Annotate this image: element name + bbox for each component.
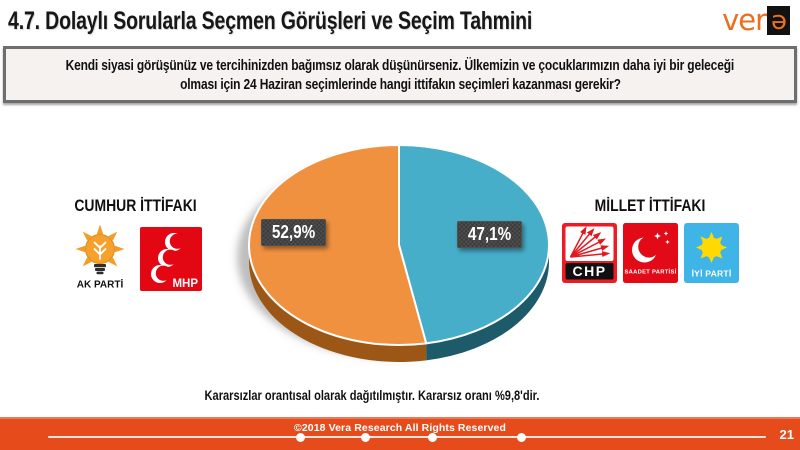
pie-label-cumhur: 52,9% xyxy=(261,219,327,246)
footer-divider-line xyxy=(48,436,766,438)
footer-dot xyxy=(361,432,370,442)
ak-parti-bulb-base-icon xyxy=(93,264,106,275)
ak-parti-caption: AK PARTİ xyxy=(76,278,123,291)
pie-value-cumhur: 52,9% xyxy=(271,222,316,242)
pie-label-millet: 47,1% xyxy=(457,221,523,248)
footer-bar: ©2018 Vera Research All Rights Reserved … xyxy=(0,417,800,450)
page-title: 4.7. Dolaylı Sorularla Seçmen Görüşleri … xyxy=(8,7,533,35)
iyi-parti-sun-icon xyxy=(695,232,727,263)
ak-parti-filament-icon xyxy=(93,241,106,260)
page-number: 21 xyxy=(779,427,794,442)
chp-logo: CHP xyxy=(561,223,617,283)
question-banner: Kendi siyasi görüşünüz ve tercihinizden … xyxy=(3,46,797,103)
saadet-caption: SAADET PARTİSİ xyxy=(624,269,676,276)
chp-six-arrows-icon xyxy=(569,226,610,258)
alliance-millet: MİLLET İTTİFAKI xyxy=(550,196,750,283)
question-line-1: Kendi siyasi görüşünüz ve tercihinizden … xyxy=(65,56,735,74)
pie-slice-Cumhur İttifakı xyxy=(248,144,428,346)
question-line-2: olması için 24 Haziran seçimlerinde hang… xyxy=(179,75,621,93)
footer-dot xyxy=(296,432,305,442)
pie-chart-svg xyxy=(237,144,550,362)
pie-value-millet: 47,1% xyxy=(467,224,512,244)
ak-parti-logo: AK PARTİ xyxy=(75,224,124,291)
pie-rim-Cumhur İttifakı xyxy=(249,245,427,362)
alliance-cumhur: CUMHUR İTTİFAKI xyxy=(53,196,218,291)
copyright-text: ©2018 Vera Research All Rights Reserved xyxy=(293,422,507,434)
saadet-crescent-star-icon xyxy=(631,231,670,263)
vera-logo: ver ə xyxy=(722,6,790,35)
mhp-logo: MHP xyxy=(139,227,202,291)
mhp-crescents-icon xyxy=(150,233,185,283)
footer-dot xyxy=(428,432,437,442)
pie-rim-Millet İttifakı xyxy=(426,245,549,361)
undecided-note: Kararsızlar orantısal olarak dağıtılmışt… xyxy=(204,388,540,403)
vera-logo-text: ver xyxy=(722,3,767,37)
alliance-cumhur-label: CUMHUR İTTİFAKI xyxy=(74,196,197,215)
pie-chart xyxy=(228,123,570,385)
saadet-logo: SAADET PARTİSİ xyxy=(622,223,678,283)
ak-parti-bulb-rays-icon xyxy=(75,224,124,267)
iyi-parti-caption: İYİ PARTİ xyxy=(691,269,731,279)
alliance-millet-label: MİLLET İTTİFAKI xyxy=(594,196,706,215)
iyi-parti-logo: İYİ PARTİ xyxy=(683,223,739,283)
alliance-cumhur-logos: AK PARTİ MHP xyxy=(53,223,218,291)
chp-caption: CHP xyxy=(572,263,606,279)
vera-logo-mark: ə xyxy=(767,6,790,35)
mhp-caption: MHP xyxy=(172,278,198,290)
footer-dot xyxy=(517,432,526,442)
alliance-millet-logos: CHP SAADET PARTİSİ xyxy=(550,223,750,283)
